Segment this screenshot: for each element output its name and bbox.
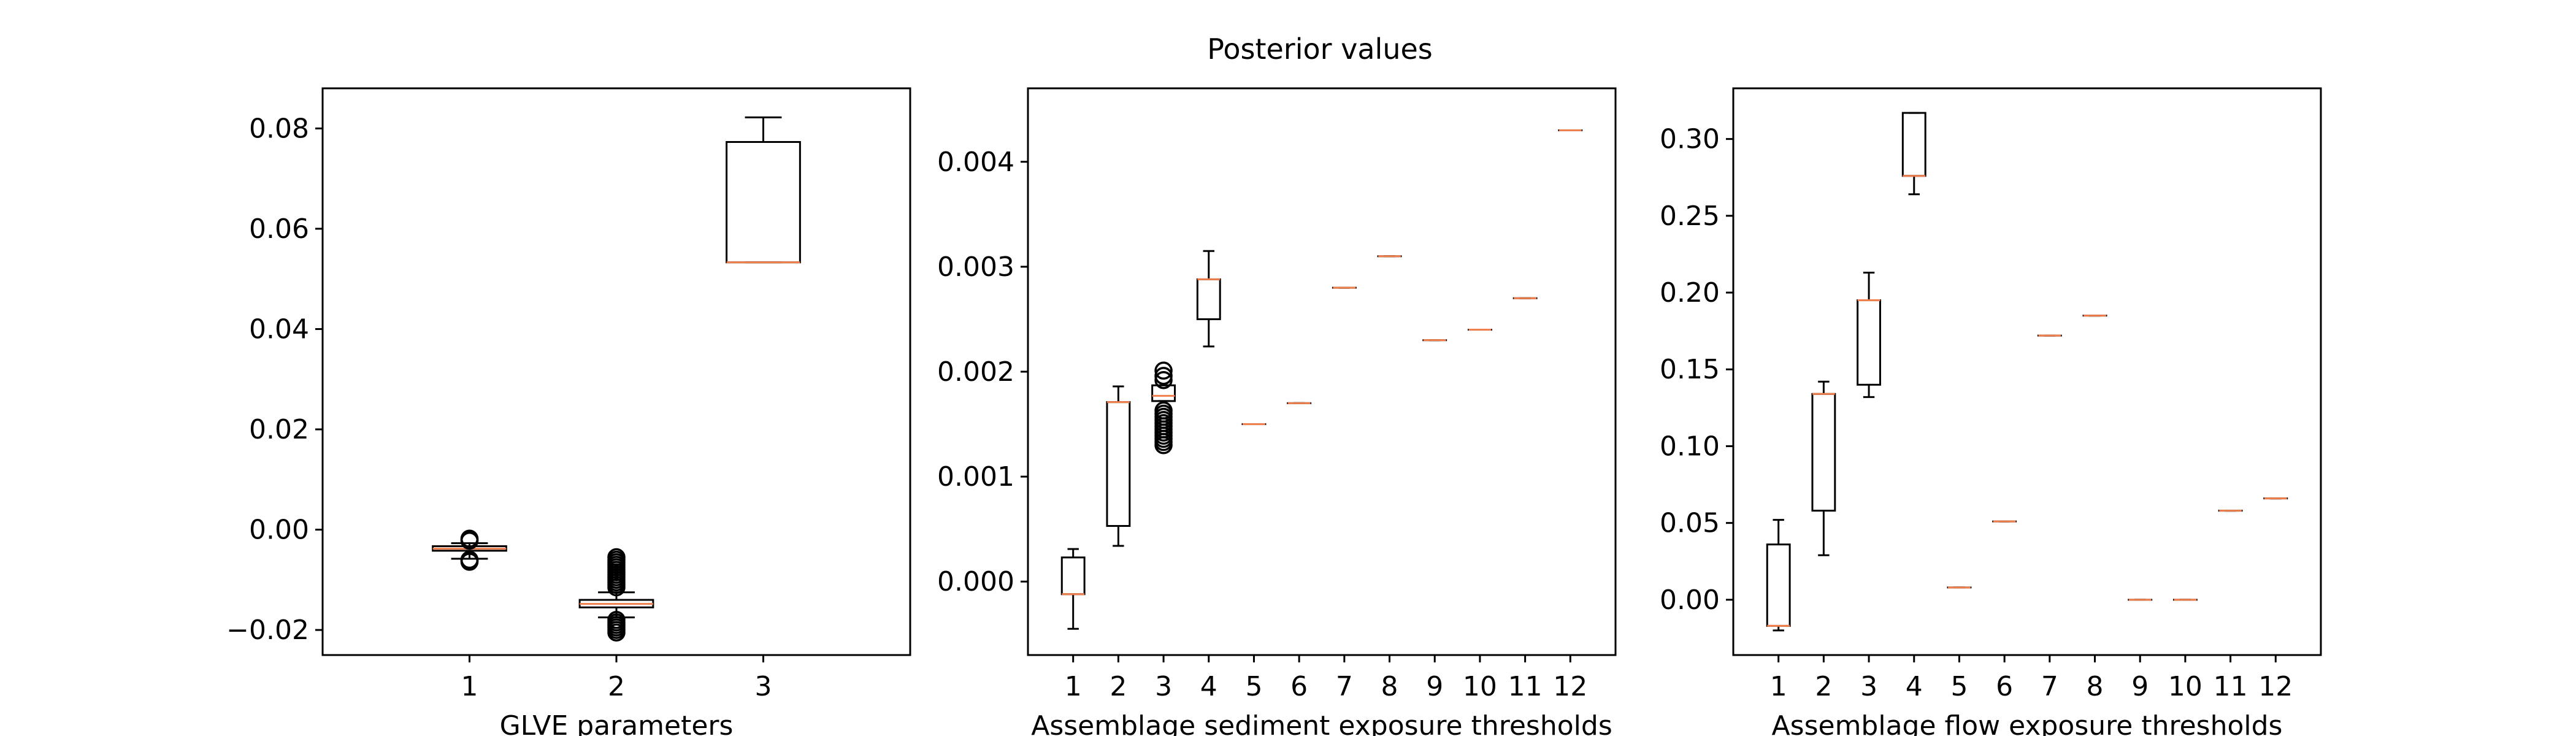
box-4 [1196,250,1221,348]
x-tick-label: 2 [1815,671,1832,702]
y-tick-label: 0.004 [937,147,1014,178]
flier-point [1154,361,1173,380]
box-2 [1106,385,1131,547]
x-tick-label: 7 [1336,671,1353,702]
y-tick-label: 0.20 [1660,277,1720,309]
x-tick-label: 10 [2168,671,2202,702]
y-tick-label: 0.000 [937,566,1014,597]
axes-frame [1732,87,2322,656]
y-tick-label: 0.003 [937,251,1014,283]
box-3 [1151,361,1176,454]
y-tick-label: −0.02 [226,615,309,646]
y-tick-label: 0.02 [249,414,309,445]
x-axis-label: GLVE parameters [500,710,734,736]
box-4 [1901,112,1926,196]
x-axis-label: Assemblage sediment exposure thresholds [1031,710,1612,736]
y-tick-label: 0.30 [1660,124,1720,155]
flier-point [607,611,626,629]
x-tick-label: 11 [2214,671,2248,702]
subplot-3: 0.000.050.100.150.200.250.301 2 3 4 5 6 7 8 9 10 1… [1660,87,2322,736]
x-axis-label: Assemblage flow exposure thresholds [1772,710,2283,736]
box-1 [1766,519,1791,632]
y-tick-label: 0.04 [249,313,309,345]
x-tick-label: 1 [1065,671,1082,702]
x-tick-label: 3 [755,671,772,702]
x-tick-label: 9 [1426,671,1443,702]
x-tick-label: 1 [1770,671,1787,702]
x-tick-label: 3 [1155,671,1172,702]
subplot-1: −0.02 0.00 0.02 0.04 0.06 0.08 1 2 3 GLVE paramet… [226,87,911,736]
box-3 [1857,271,1881,398]
x-tick-label: 6 [1996,671,2013,702]
x-tick-label: 6 [1290,671,1308,702]
x-tick-label: 5 [1950,671,1968,702]
box-2 [578,548,654,642]
y-tick-label: 0.08 [249,113,309,144]
y-tick-label: 0.06 [249,213,309,245]
x-tick-label: 12 [2258,671,2293,702]
flier-point [460,550,479,569]
x-tick-label: 9 [2131,671,2149,702]
x-tick-label: 12 [1553,671,1587,702]
flier-point [460,529,479,548]
x-tick-label: 4 [1200,671,1217,702]
x-tick-label: 1 [461,671,478,702]
y-tick-label: 0.001 [937,461,1014,493]
x-tick-label: 7 [2041,671,2058,702]
y-tick-label: 0.002 [937,356,1014,388]
iqr-box [1151,384,1176,402]
y-tick-label: 0.00 [249,515,309,546]
x-tick-label: 2 [1110,671,1127,702]
x-tick-label: 4 [1906,671,1923,702]
box-1 [1060,548,1086,630]
figure-title: Posterior values [1207,33,1433,66]
y-tick-label: 0.25 [1660,201,1720,232]
flier-point [1154,367,1173,385]
y-tick-label: 0.10 [1660,431,1720,462]
x-tick-label: 2 [608,671,625,702]
y-tick-label: 0.05 [1660,508,1720,539]
box-1 [432,529,507,571]
y-tick-label: 0.00 [1660,585,1720,616]
flier-point [1154,401,1173,420]
y-tick-label: 0.15 [1660,354,1720,385]
x-tick-label: 8 [1381,671,1398,702]
x-tick-label: 8 [2087,671,2104,702]
x-tick-label: 3 [1860,671,1877,702]
x-tick-label: 10 [1463,671,1497,702]
flier-point [607,548,626,567]
box-2 [1811,380,1836,556]
x-tick-label: 11 [1508,671,1543,702]
box-3 [726,116,801,264]
x-tick-label: 5 [1245,671,1262,702]
